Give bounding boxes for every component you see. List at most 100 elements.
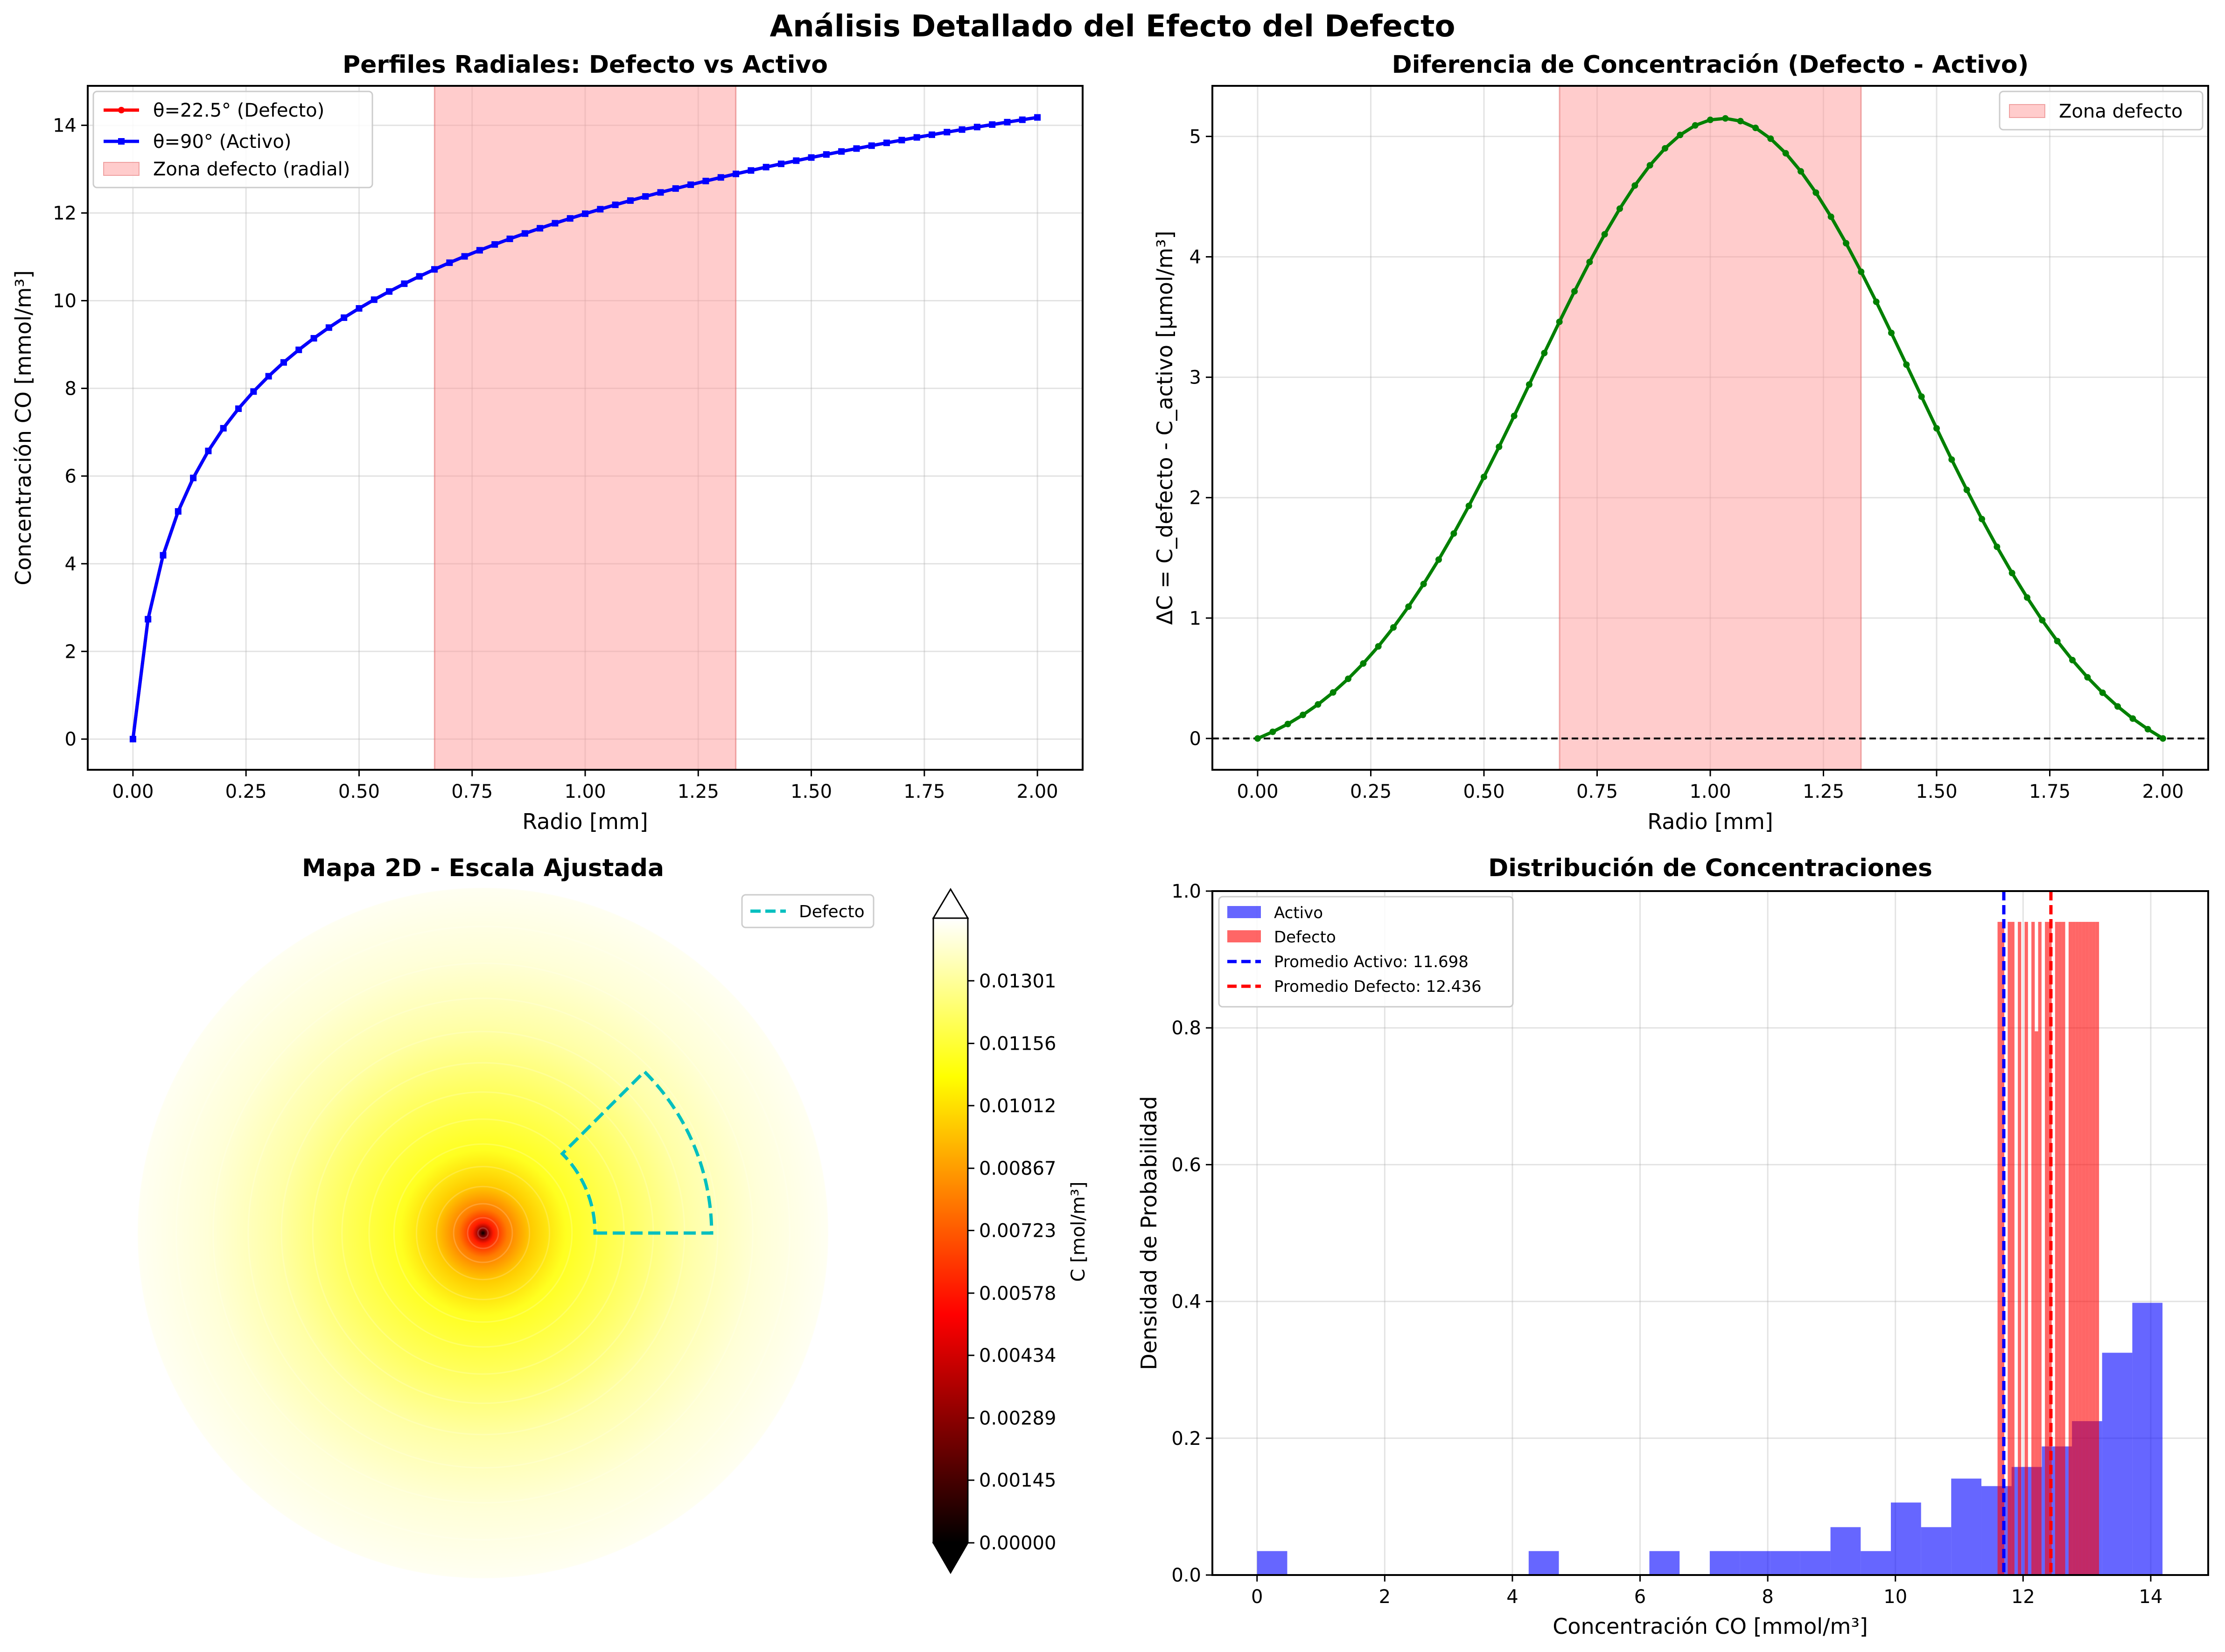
contour-ring-3	[453, 1203, 513, 1263]
activo-point-57	[989, 121, 996, 128]
legend-swatch-activo-hist	[1227, 906, 1261, 918]
difference-point-31	[1722, 115, 1729, 122]
activo-point-52	[913, 134, 920, 141]
activo-point-8	[250, 388, 257, 395]
panel-a-x-tick-label-1.00: 1.00	[564, 781, 606, 802]
defecto-bar-23	[2075, 921, 2079, 1575]
panel-a-x-tick-label-1.50: 1.50	[791, 781, 832, 802]
difference-point-11	[1420, 580, 1427, 587]
difference-point-51	[2024, 594, 2030, 601]
panel-b-y-tick-label-0: 0	[1189, 728, 1201, 750]
panel-radial-profiles: Perfiles Radiales: Defecto vs Activo 0.0…	[11, 51, 1084, 834]
difference-point-24	[1616, 205, 1623, 212]
panel-b-x-tick-label-1.50: 1.50	[1916, 781, 1957, 802]
activo-point-15	[356, 305, 363, 312]
activo-point-5	[205, 447, 212, 454]
difference-point-36	[1798, 168, 1804, 175]
difference-point-4	[1315, 701, 1322, 708]
activo-point-36	[672, 185, 679, 192]
difference-point-52	[2039, 617, 2046, 624]
difference-point-40	[1858, 268, 1865, 275]
activo-bar-28	[2102, 1352, 2133, 1575]
colorbar-tick-label-0.01012: 0.01012	[979, 1095, 1056, 1117]
difference-point-17	[1511, 412, 1518, 419]
difference-point-37	[1812, 189, 1819, 196]
panel-b-x-tick-label-0.00: 0.00	[1237, 781, 1278, 802]
contour-ring-2	[467, 1217, 499, 1249]
defecto-bar-18	[2058, 921, 2062, 1575]
contour-ring-1	[477, 1227, 489, 1239]
defecto-bar-22	[2072, 921, 2076, 1575]
difference-point-23	[1601, 231, 1608, 238]
panel-d-y-tick-label-0.8: 0.8	[1171, 1018, 1201, 1039]
difference-point-19	[1541, 349, 1548, 356]
defecto-bar-17	[2055, 921, 2059, 1575]
difference-point-7	[1360, 660, 1367, 667]
activo-point-56	[973, 124, 980, 131]
panel-b-x-tick-label-0.50: 0.50	[1463, 781, 1504, 802]
panel-2d-map: Mapa 2D - Escala Ajustada Defecto 0.0000…	[137, 854, 1089, 1579]
activo-point-23	[476, 247, 483, 254]
difference-point-55	[2084, 674, 2091, 681]
contour-ring-5	[416, 1166, 550, 1300]
difference-point-50	[2008, 570, 2015, 577]
defecto-bar-19	[2062, 921, 2065, 1575]
panel-a-y-tick-label-4: 4	[65, 553, 77, 575]
difference-point-14	[1465, 502, 1472, 509]
activo-point-35	[657, 189, 664, 196]
panel-d-y-axis-label: Densidad de Probabilidad	[1136, 1096, 1161, 1370]
difference-point-47	[1963, 487, 1970, 494]
colorbar-tick-label-0.01156: 0.01156	[979, 1033, 1056, 1055]
activo-bar-24	[1981, 1486, 2012, 1575]
difference-point-28	[1677, 132, 1684, 139]
difference-point-46	[1948, 456, 1955, 463]
activo-point-28	[552, 220, 559, 227]
activo-point-50	[883, 139, 890, 146]
legend-marker-activo	[118, 138, 125, 145]
difference-point-60	[2160, 735, 2166, 742]
difference-point-27	[1662, 145, 1668, 152]
legend-marker-defecto	[118, 107, 125, 113]
panel-b-y-ticks: 0 1 2 3 4 5	[1189, 126, 1212, 750]
contour-ring-11	[247, 997, 719, 1469]
colorbar-tick-label-0.00867: 0.00867	[979, 1158, 1056, 1179]
defecto-bar-26	[2085, 921, 2089, 1575]
difference-point-22	[1586, 258, 1593, 265]
panel-d-y-ticks: 0.0 0.2 0.4 0.6 0.8 1.0	[1171, 881, 1212, 1586]
activo-bar-18	[1800, 1551, 1831, 1575]
colorbar-bottom-extend	[932, 1542, 969, 1574]
defecto-bar-21	[2068, 921, 2072, 1575]
difference-point-10	[1405, 603, 1412, 610]
panel-b-y-tick-label-3: 3	[1189, 367, 1201, 389]
activo-bar-13	[1649, 1551, 1680, 1575]
difference-point-58	[2129, 715, 2136, 722]
activo-bar-21	[1890, 1502, 1921, 1575]
colorbar-ticks: 0.00000 0.00145 0.00289 0.00434 0.00578 0.007…	[968, 970, 1056, 1554]
panel-b-series	[1254, 115, 2166, 742]
difference-point-42	[1888, 329, 1895, 336]
panel-b-x-tick-label-1.75: 1.75	[2029, 781, 2071, 802]
panel-d-x-tick-label-8: 8	[1762, 1586, 1773, 1608]
panel-d-y-tick-label-0.6: 0.6	[1171, 1154, 1201, 1176]
activo-point-20	[431, 266, 438, 273]
colorbar-top-extend	[932, 888, 969, 919]
panel-d-y-tick-label-0.2: 0.2	[1171, 1428, 1201, 1450]
defecto-bar-27	[2089, 921, 2092, 1575]
activo-bar-16	[1740, 1551, 1770, 1575]
defecto-bar-10	[2031, 921, 2035, 1575]
difference-point-41	[1873, 298, 1880, 305]
panel-d-x-axis-label: Concentración CO [mmol/m³]	[1553, 1614, 1868, 1639]
activo-point-33	[627, 197, 634, 204]
colorbar-tick-label-0.00723: 0.00723	[979, 1220, 1056, 1242]
colorbar-gradient	[932, 917, 969, 1544]
activo-point-19	[416, 273, 423, 280]
panel-b-y-axis-label: ΔC = C_defecto - C_activo [μmol/m³]	[1152, 231, 1177, 625]
defect-sector-outline	[560, 1069, 714, 1235]
panel-a-y-ticks: 0 2 4 6 8 10 12 14	[53, 115, 88, 750]
difference-point-25	[1631, 182, 1638, 189]
activo-point-59	[1019, 116, 1026, 123]
panel-d-x-tick-label-6: 6	[1634, 1586, 1646, 1608]
activo-point-16	[371, 296, 378, 303]
activo-point-24	[491, 241, 498, 248]
